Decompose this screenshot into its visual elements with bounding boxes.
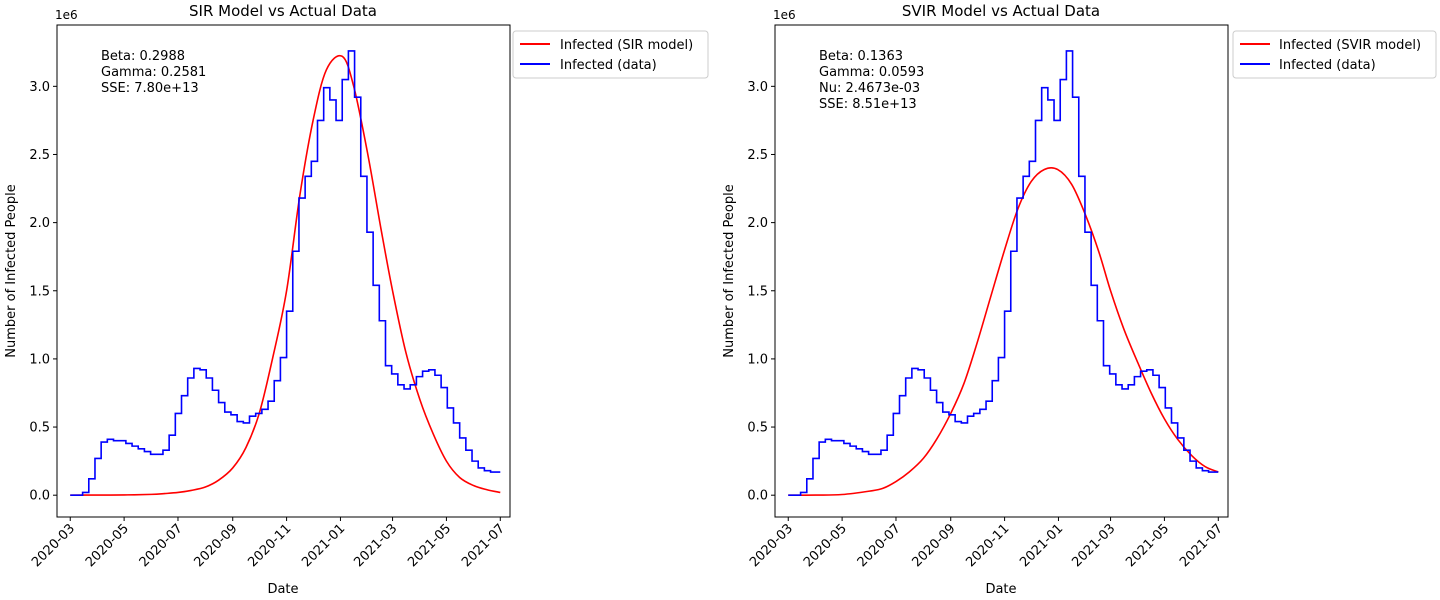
legend-label-data: Infected (data) — [560, 58, 657, 73]
legend: Infected (SIR model) Infected (data) — [512, 30, 709, 79]
y-offset-label: 1e6 — [773, 8, 796, 22]
x-axis-label: Date — [985, 582, 1016, 597]
y-tick-label: 2.0 — [747, 216, 768, 231]
chart-panel-svir: SVIR Model vs Actual Data 1e6 Date Numbe… — [722, 2, 1437, 597]
series-line-model — [70, 54, 501, 496]
chart-title: SVIR Model vs Actual Data — [902, 2, 1100, 20]
axes-frame — [56, 24, 511, 518]
axes-frame — [774, 24, 1229, 518]
y-tick-label: 2.0 — [29, 216, 50, 231]
y-tick-label: 0.0 — [29, 489, 50, 504]
annotation-gamma: Gamma: 0.2581 — [101, 65, 206, 80]
series-line-data — [70, 50, 501, 496]
annotation-box: Beta: 0.2988 Gamma: 0.2581 SSE: 7.80e+13 — [101, 49, 206, 96]
y-tick-label: 1.5 — [747, 284, 768, 299]
chart-title: SIR Model vs Actual Data — [189, 2, 377, 20]
y-tick-label: 1.5 — [29, 284, 50, 299]
legend-label-data: Infected (data) — [1279, 58, 1376, 73]
y-tick-label: 1.0 — [29, 352, 50, 367]
y-tick-label: 0.5 — [747, 421, 768, 436]
legend-frame — [512, 30, 709, 79]
y-offset-label: 1e6 — [55, 8, 78, 22]
series-line-model — [788, 166, 1219, 496]
y-axis-label: Number of Infected People — [4, 184, 19, 357]
annotation-box: Beta: 0.1363 Gamma: 0.0593 Nu: 2.4673e-0… — [819, 49, 924, 112]
annotation-beta: Beta: 0.2988 — [101, 49, 185, 64]
y-tick-label: 3.0 — [29, 80, 50, 95]
annotation-sse: SSE: 8.51e+13 — [819, 97, 917, 112]
chart-panel-sir: SIR Model vs Actual Data 1e6 Date Number… — [4, 2, 709, 597]
x-axis-label: Date — [267, 582, 298, 597]
y-tick-label: 0.5 — [29, 421, 50, 436]
legend-frame — [1232, 30, 1437, 79]
legend: Infected (SVIR model) Infected (data) — [1232, 30, 1437, 79]
annotation-beta: Beta: 0.1363 — [819, 49, 903, 64]
y-tick-label: 0.0 — [747, 489, 768, 504]
annotation-nu: Nu: 2.4673e-03 — [819, 81, 920, 96]
series-line-data — [788, 50, 1219, 496]
legend-label-model: Infected (SIR model) — [560, 38, 693, 53]
annotation-gamma: Gamma: 0.0593 — [819, 65, 924, 80]
legend-label-model: Infected (SVIR model) — [1279, 38, 1421, 53]
y-tick-label: 2.5 — [747, 148, 768, 163]
y-axis-label: Number of Infected People — [722, 184, 737, 357]
y-tick-label: 1.0 — [747, 352, 768, 367]
y-tick-label: 2.5 — [29, 148, 50, 163]
annotation-sse: SSE: 7.80e+13 — [101, 81, 199, 96]
y-tick-label: 3.0 — [747, 80, 768, 95]
